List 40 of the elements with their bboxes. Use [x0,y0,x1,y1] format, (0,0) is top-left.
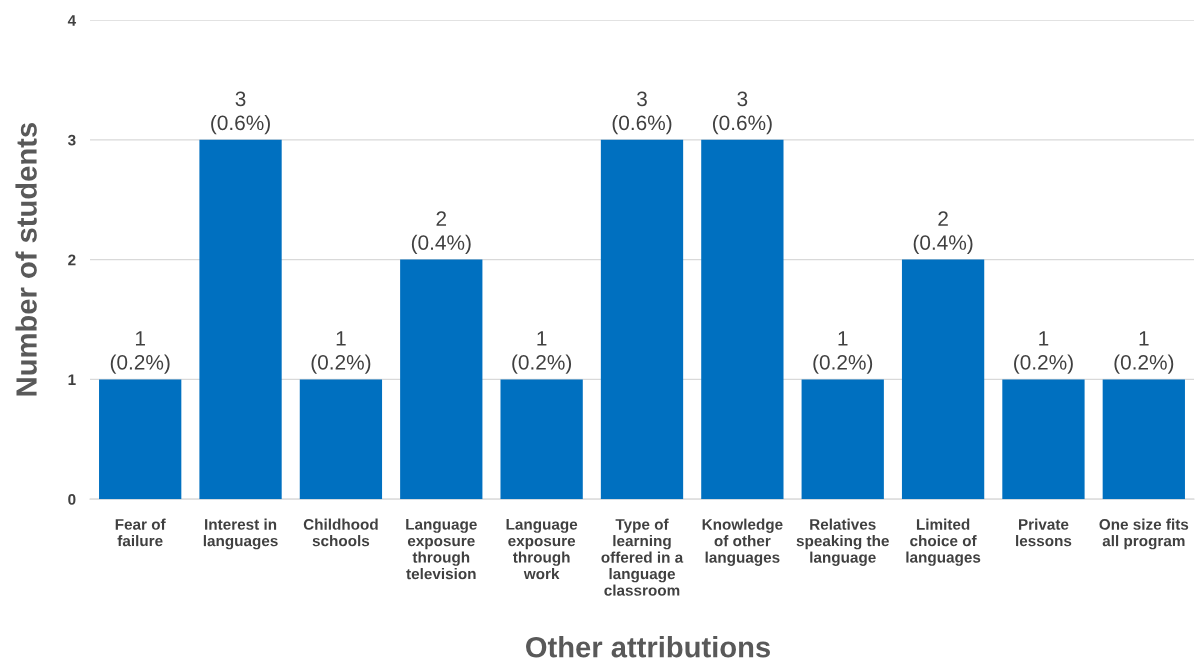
x-tick-label: Interest in languages [203,518,278,550]
x-tick-label: One size fits all program [1099,518,1189,550]
bar [600,139,684,500]
y-axis-title: Number of students [15,123,37,396]
data-label: 3 (0.6%) [211,91,270,135]
x-tick-label: Relatives speaking the language [796,518,889,566]
x-tick-label: Type of learning offered in a language classroom [601,518,684,596]
x-tick-label: Fear of failure [115,518,166,547]
y-tick-label: 4 [67,15,77,26]
bar [1002,379,1085,500]
data-label: 1 (0.2%) [813,331,873,374]
x-tick-label: Language exposure through work [506,519,578,580]
bar [400,259,483,500]
data-label: 2 (0.4%) [913,211,973,255]
y-tick-label: 3 [67,134,76,146]
bar [701,139,784,500]
bar [901,259,985,500]
x-tick-label: Knowledge of other languages [702,518,783,566]
x-tick-label: Limited choice of languages [906,518,981,566]
x-tick-label: Language exposure through television [406,519,477,580]
bar [801,379,884,500]
y-tick-label: 1 [68,374,76,385]
data-label: 1 (0.2%) [1114,331,1174,374]
bar [199,139,282,500]
data-label: 1 (0.2%) [512,331,572,374]
bar [99,379,182,500]
data-label: 1 (0.2%) [311,331,371,374]
data-label: 1 (0.2%) [1014,331,1073,374]
x-axis-title: Other attributions [526,636,770,658]
y-tick-label: 2 [68,254,76,266]
bar [500,379,583,500]
data-label: 3 (0.6%) [712,91,772,135]
bar [1102,379,1185,500]
y-tick-label: 0 [68,494,76,505]
data-label: 1 (0.2%) [110,331,170,374]
x-tick-label: Childhood schools [303,518,378,547]
data-label: 3 (0.6%) [612,91,672,135]
x-tick-label: Private lessons [1016,518,1072,547]
bar [299,379,383,500]
data-label: 2 (0.4%) [411,211,471,255]
